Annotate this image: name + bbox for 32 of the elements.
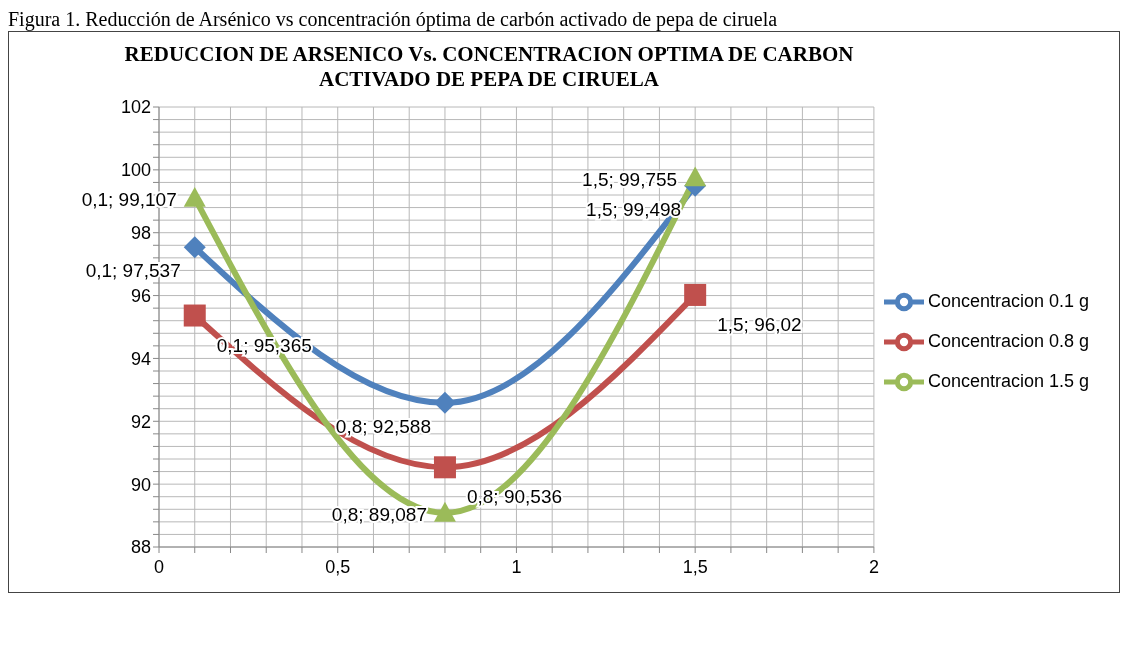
x-tick-label: 0: [153, 557, 165, 577]
x-tick-label: 0,5: [325, 557, 351, 577]
data-label: 0,8; 89,087: [331, 503, 427, 525]
legend-label: Concentracion 0.8 g: [927, 330, 1089, 351]
y-tick-label: 98: [130, 223, 151, 244]
point: [433, 501, 456, 522]
y-tick-label: 102: [120, 97, 151, 118]
text: Figura 1. Reducción de Arsénico vs concentración óptima de carbón activado de pepa de ciruela: [8, 8, 779, 31]
legend-label: Concentracion 1.5 g: [927, 370, 1089, 391]
y-tick-label: 100: [120, 160, 151, 181]
point: [433, 456, 456, 479]
x-tick-label: 1,5: [682, 557, 708, 577]
point: [183, 186, 206, 207]
y-tick-label: 92: [130, 411, 151, 432]
legend-label: Concentracion 0.1 g: [927, 290, 1089, 311]
data-label: 0,8; 92,588: [335, 415, 431, 437]
chart-title: REDUCCION DE ARSENICO Vs. CONCENTRACION OPTIMA DE CARBON ACTIVADO DE PEPA DE CIRUELA: [123, 42, 855, 92]
y-tick-label: 96: [130, 285, 151, 306]
y-tick-label: 90: [130, 474, 151, 495]
point: [183, 304, 206, 327]
data-label: 1,5; 99,755: [582, 168, 678, 190]
data-label: 1,5; 96,02: [717, 313, 802, 335]
x-tick-label: 2: [868, 557, 879, 577]
x-tick-label: 1: [511, 557, 522, 577]
data-label: 0,1; 97,537: [85, 260, 181, 282]
point: [183, 236, 206, 259]
point: [684, 166, 707, 187]
y-tick-label: 94: [130, 348, 151, 369]
point: [684, 283, 707, 306]
y-tick-label: 88: [130, 537, 151, 558]
data-label: 0,1; 99,107: [81, 188, 177, 210]
point: [433, 391, 456, 414]
